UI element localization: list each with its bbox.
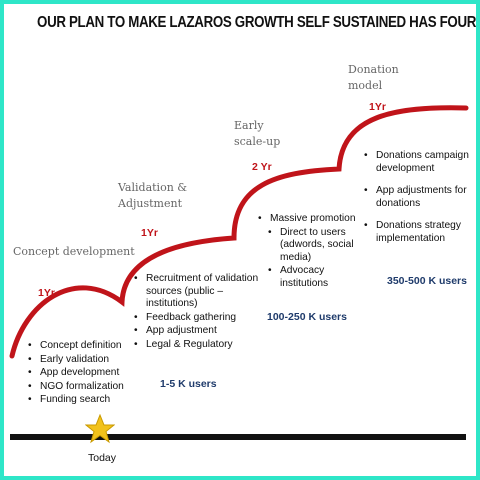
list-item: Donations strategy implementation (364, 220, 472, 245)
list-item: Early validation (28, 354, 138, 367)
list-item: Massive promotion (258, 213, 370, 226)
list-item: Legal & Regulatory (134, 339, 262, 352)
list-item: Feedback gathering (134, 312, 262, 325)
phase-2-name: Validation & Adjustment (118, 180, 187, 212)
phase-1-users: 1-5 K users (160, 378, 217, 390)
timeline-axis (10, 434, 466, 440)
phase-4-name-line-2: model (348, 79, 383, 92)
phase-3-duration: 2 Yr (252, 161, 272, 173)
list-item: Donations campaign development (364, 150, 472, 175)
list-subitem: Advocacy institutions (258, 265, 370, 290)
list-item: App development (28, 367, 138, 380)
growth-curve (9, 105, 469, 359)
phase-3-name-line-2: scale-up (234, 135, 281, 148)
slide: OUR PLAN TO MAKE LAZAROS GROWTH SELF SUS… (4, 4, 476, 476)
phase-4-name-line-1: Donation (348, 63, 399, 76)
phase-1-name: Concept development (13, 245, 135, 258)
phase-2-users: 100-250 K users (267, 311, 347, 323)
phase-2-duration: 1Yr (141, 227, 158, 239)
list-item: NGO formalization (28, 381, 138, 394)
phase-3-name-line-1: Early (234, 119, 264, 132)
list-item: App adjustment (134, 325, 262, 338)
phase-3-activities: Massive promotion Direct to users (adwor… (258, 213, 370, 291)
phase-4-duration: 1Yr (369, 101, 386, 113)
phase-4-activities: Donations campaign development App adjus… (364, 150, 472, 246)
phase-1-duration: 1Yr (38, 287, 55, 299)
list-item: Concept definition (28, 340, 138, 353)
phase-3-users: 350-500 K users (387, 275, 467, 287)
star-icon (85, 414, 115, 444)
phase-2-name-line-1: Validation & (118, 181, 188, 194)
growth-curve-path (9, 105, 469, 359)
phase-4-name: Donation model (348, 62, 399, 94)
phase-2-name-line-2: Adjustment (118, 197, 182, 210)
list-item: Recruitment of validation sources (publi… (134, 273, 262, 311)
list-subitem: Direct to users (adwords, social media) (258, 227, 370, 265)
slide-title: OUR PLAN TO MAKE LAZAROS GROWTH SELF SUS… (37, 14, 476, 31)
phase-3-name: Early scale-up (234, 118, 280, 150)
phase-1-activities: Concept definition Early validation App … (28, 340, 138, 408)
list-item: Funding search (28, 394, 138, 407)
list-item: App adjustments for donations (364, 185, 472, 210)
today-label: Today (88, 452, 117, 464)
phase-2-activities: Recruitment of validation sources (publi… (134, 273, 262, 352)
